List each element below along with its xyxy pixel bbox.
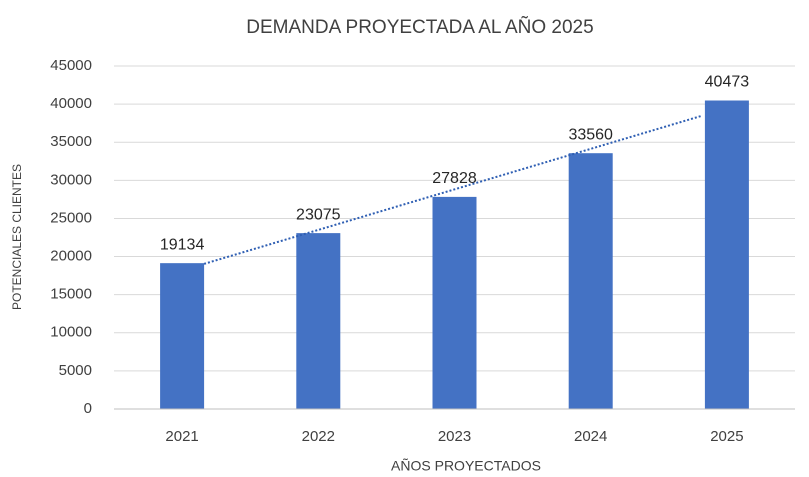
y-axis-label: POTENCIALES CLIENTES — [10, 164, 24, 310]
data-label: 27828 — [432, 170, 477, 187]
x-tick-label: 2024 — [574, 428, 607, 445]
bar — [568, 153, 613, 409]
x-tick-label: 2022 — [302, 428, 335, 445]
y-tick-label: 5000 — [59, 362, 92, 379]
data-label: 19134 — [160, 236, 205, 253]
y-tick-label: 35000 — [50, 133, 92, 150]
data-label: 33560 — [568, 126, 613, 143]
trendline — [203, 114, 703, 265]
data-label: 23075 — [296, 206, 341, 223]
x-axis-label: AÑOS PROYECTADOS — [391, 458, 541, 474]
y-tick-label: 25000 — [50, 209, 92, 226]
bar — [160, 263, 205, 409]
y-tick-label: 30000 — [50, 171, 92, 188]
y-tick-label: 0 — [84, 400, 92, 417]
x-tick-label: 2021 — [165, 428, 198, 445]
x-tick-label: 2023 — [438, 428, 471, 445]
y-tick-label: 20000 — [50, 248, 92, 265]
y-tick-label: 10000 — [50, 324, 92, 341]
bar — [432, 196, 477, 409]
data-label: 40473 — [705, 74, 750, 91]
y-tick-label: 40000 — [50, 95, 92, 112]
x-tick-label: 2025 — [710, 428, 743, 445]
y-tick-label: 45000 — [50, 57, 92, 74]
chart-title: DEMANDA PROYECTADA AL AÑO 2025 — [246, 16, 593, 38]
bar — [296, 233, 341, 409]
y-tick-label: 15000 — [50, 286, 92, 303]
bar — [704, 100, 749, 409]
